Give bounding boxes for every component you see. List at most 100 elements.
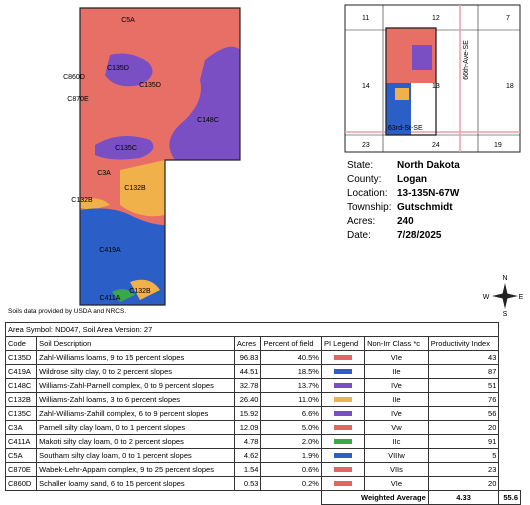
credit: Soils data provided by USDA and NRCS. <box>8 308 127 315</box>
cell-code: C5A <box>4 448 38 463</box>
legend-cell <box>320 434 366 449</box>
table-row: C419A Wildrose silty clay, 0 to 2 percent… <box>4 364 521 379</box>
compass <box>492 283 518 309</box>
header-cell: Percent of field <box>260 336 322 351</box>
cell-pi: 43 <box>427 350 500 365</box>
cell-acres: 15.92 <box>233 406 262 421</box>
cell-pi: 20 <box>427 476 500 491</box>
cell-class: IVe <box>364 378 429 393</box>
legend-swatch <box>334 355 353 360</box>
cell-code: C3A <box>4 420 38 435</box>
cell-code: C419A <box>4 364 38 379</box>
compass-letter: W <box>483 294 490 301</box>
cell-description: Zahl-Williams loams, 9 to 15 percent slo… <box>36 350 235 365</box>
cell-percent: 11.0% <box>260 392 322 407</box>
cell-description: Makoti silty clay loam, 0 to 2 percent s… <box>36 434 235 449</box>
cell-description: Wabek-Lehr-Appam complex, 9 to 25 percen… <box>36 462 235 477</box>
info-value: North Dakota <box>397 160 460 171</box>
legend-swatch <box>334 439 353 444</box>
section-number: 18 <box>506 83 514 90</box>
info-label: Date: <box>347 230 371 241</box>
section-number: 11 <box>362 15 369 22</box>
table-title-row: Area Symbol: ND047, Soil Area Version: 2… <box>4 322 521 337</box>
cell-class: IIe <box>364 392 429 407</box>
section-number: 12 <box>432 15 440 22</box>
footer-label: Weighted Average <box>320 490 429 505</box>
info-row: County: Logan <box>347 174 460 188</box>
cell-percent: 1.9% <box>260 448 322 463</box>
cell-class: VIIs <box>364 462 429 477</box>
cell-code: C411A <box>4 434 38 449</box>
cell-percent: 0.6% <box>260 462 322 477</box>
cell-class: Vw <box>364 420 429 435</box>
cell-percent: 0.2% <box>260 476 322 491</box>
empty <box>6 491 322 505</box>
compass-letter: N <box>502 275 507 282</box>
cell-acres: 96.83 <box>233 350 262 365</box>
map-label: C419A <box>99 247 121 254</box>
section-number: 7 <box>506 15 510 22</box>
table-row: C860D Schaller loamy sand, 6 to 15 percen… <box>4 476 521 491</box>
cell-class: VIe <box>364 476 429 491</box>
cell-pi: 91 <box>427 434 500 449</box>
cell-description: Parnell silty clay loam, 0 to 1 percent … <box>36 420 235 435</box>
cell-acres: 44.51 <box>233 364 262 379</box>
map-label: C135C <box>115 145 137 152</box>
cell-description: Williams-Zahl loams, 3 to 6 percent slop… <box>36 392 235 407</box>
map-label: C5A <box>121 17 135 24</box>
header-cell: Non-Irr Class *c <box>364 336 429 351</box>
legend-cell <box>320 448 366 463</box>
table-row: C3A Parnell silty clay loam, 0 to 1 perce… <box>4 420 521 435</box>
info-label: State: <box>347 160 374 171</box>
info-value: Logan <box>397 174 427 185</box>
info-value: 240 <box>397 216 414 227</box>
legend-swatch <box>334 425 353 430</box>
info: State: North Dakota County: Logan Location: 1… <box>347 160 460 244</box>
soil-map <box>79 7 241 306</box>
info-row: State: North Dakota <box>347 160 460 174</box>
road-label: 66th-Ave-SE <box>463 40 470 80</box>
cell-pi: 51 <box>427 378 500 393</box>
cell-description: Zahl-Williams-Zahill complex, 6 to 9 per… <box>36 406 235 421</box>
maps: C5A C135D C860D C135D C870E C148C C135C C3A C132… <box>63 4 524 318</box>
cell-percent: 40.5% <box>260 350 322 365</box>
cell-acres: 4.78 <box>233 434 262 449</box>
cell-description: Southam silty clay loam, 0 to 1 percent … <box>36 448 235 463</box>
cell-class: IVe <box>364 406 429 421</box>
cell-pi: 23 <box>427 462 500 477</box>
cell-class: VIIIw <box>364 448 429 463</box>
section-number: 24 <box>432 142 440 149</box>
road-label: 63rd-St-SE <box>388 125 423 132</box>
cell-acres: 4.62 <box>233 448 262 463</box>
info-row: Acres: 240 <box>347 216 460 230</box>
header-cell: Code <box>4 336 38 351</box>
section-number: 14 <box>362 83 370 90</box>
cell-code: C870E <box>4 462 38 477</box>
map-label: C135D <box>107 65 129 72</box>
info-value: 7/28/2025 <box>397 230 442 241</box>
cell-class: IIc <box>364 434 429 449</box>
legend-swatch <box>334 411 353 416</box>
cell-pi: 5 <box>427 448 500 463</box>
section-number: 13 <box>432 83 440 90</box>
cell-pi: 76 <box>427 392 500 407</box>
compass-letter: E <box>519 294 524 301</box>
cell-description: Williams-Zahl-Parnell complex, 0 to 9 pe… <box>36 378 235 393</box>
info-value: 13-135N-67W <box>397 188 460 199</box>
cell-acres: 0.53 <box>233 476 262 491</box>
cell-percent: 13.7% <box>260 378 322 393</box>
compass-letter: S <box>503 311 508 318</box>
cell-class: VIe <box>364 350 429 365</box>
cell-description: Schaller loamy sand, 6 to 15 percent slo… <box>36 476 235 491</box>
header-cell: PI Legend <box>320 336 366 351</box>
legend-swatch <box>334 467 353 472</box>
map-label: C860D <box>63 74 85 81</box>
map-label: C132B <box>71 197 93 204</box>
legend-cell <box>320 364 366 379</box>
info-label: Acres: <box>347 216 376 227</box>
table-title: Area Symbol: ND047, Soil Area Version: 2… <box>4 322 500 337</box>
header-cell: Productivity Index <box>427 336 500 351</box>
info-label: County: <box>347 174 382 185</box>
header-row: Code Soil Description Acres Percent of fiel… <box>4 336 521 351</box>
